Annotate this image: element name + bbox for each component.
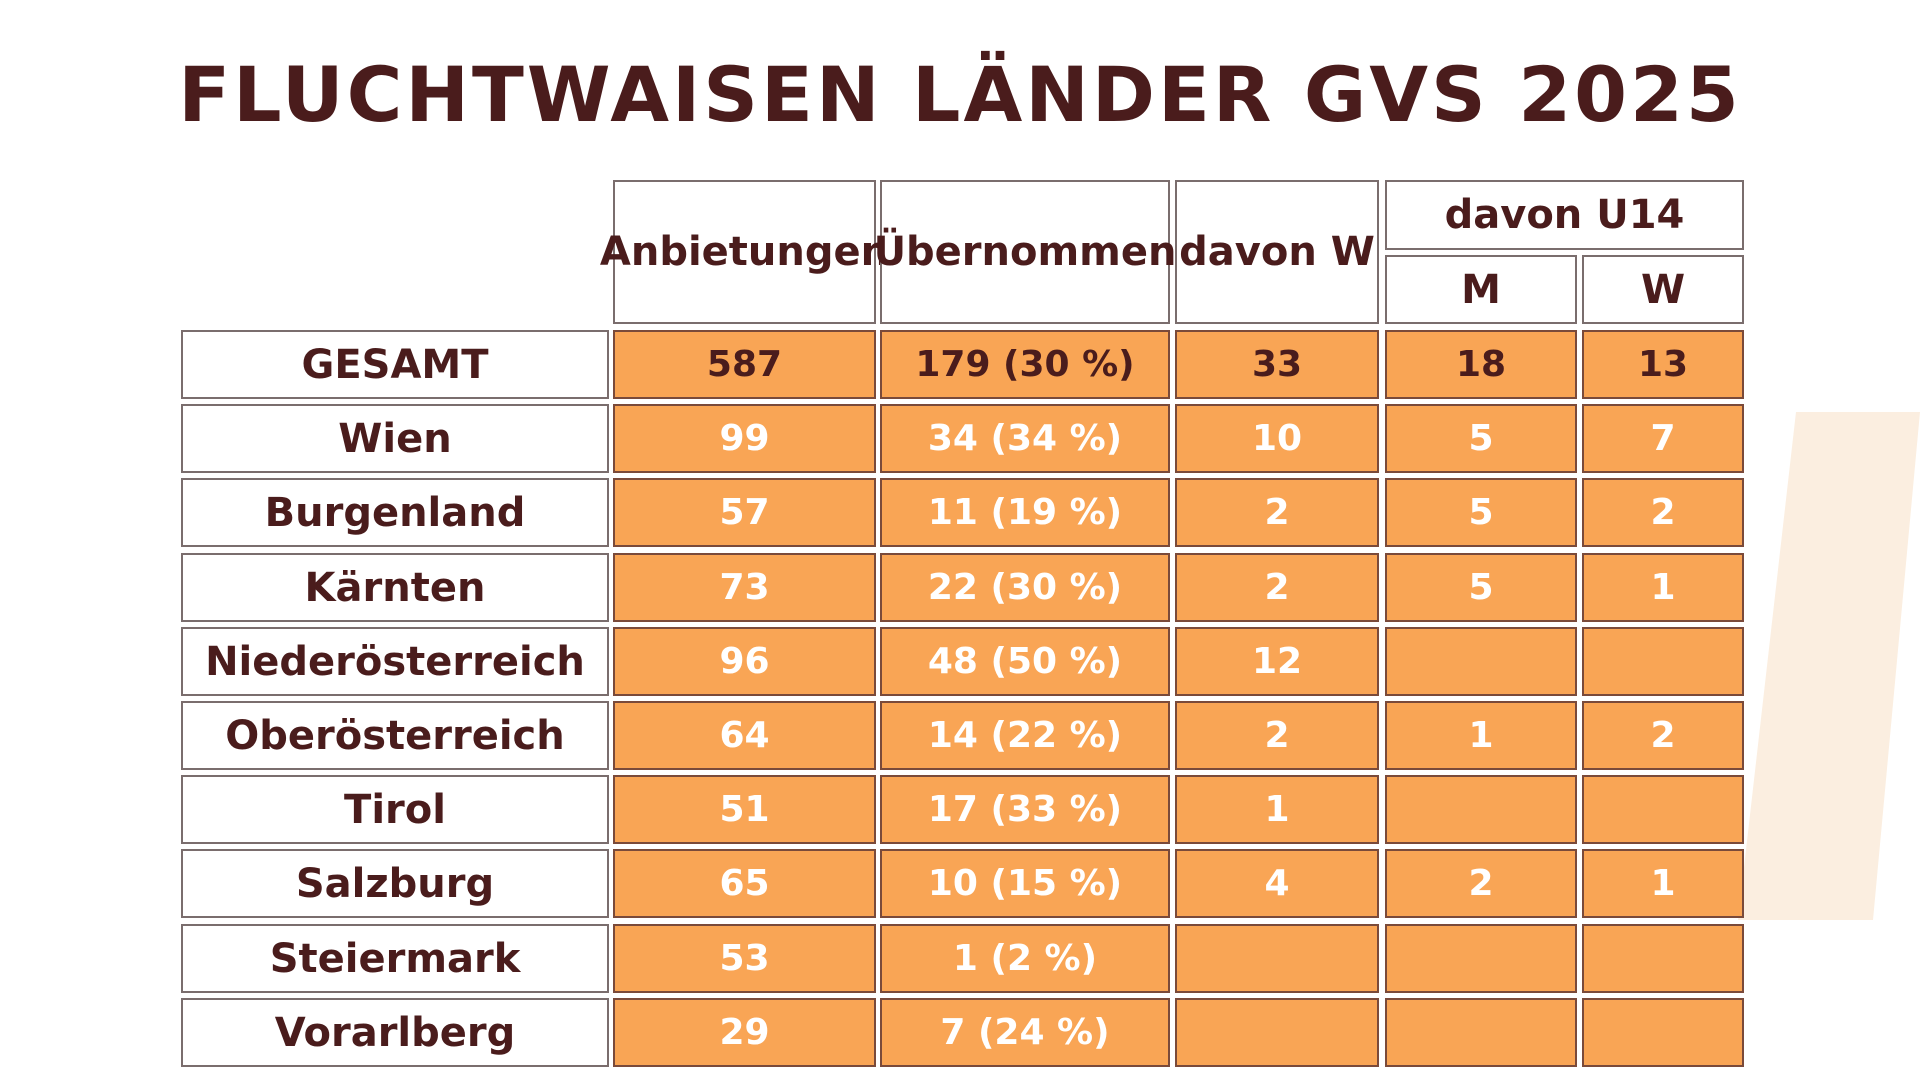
cell-uebernommen: 7 (24 %) <box>880 998 1170 1067</box>
cell-anbietungen: 587 <box>613 330 876 399</box>
row-label: GESAMT <box>181 330 609 399</box>
cell-davon-w: 2 <box>1175 478 1379 547</box>
cell-u14-w <box>1582 775 1744 844</box>
cell-u14-m: 5 <box>1385 553 1577 622</box>
cell-uebernommen: 17 (33 %) <box>880 775 1170 844</box>
cell-davon-w: 33 <box>1175 330 1379 399</box>
cell-anbietungen: 29 <box>613 998 876 1067</box>
cell-u14-m <box>1385 775 1577 844</box>
cell-anbietungen: 99 <box>613 404 876 473</box>
row-label: Oberösterreich <box>181 701 609 770</box>
cell-u14-w <box>1582 627 1744 696</box>
header-uebernommen: Übernommen <box>874 180 1176 324</box>
cell-uebernommen: 10 (15 %) <box>880 849 1170 918</box>
decorative-stripe <box>1738 412 1920 920</box>
cell-uebernommen: 48 (50 %) <box>880 627 1170 696</box>
cell-davon-w: 2 <box>1175 701 1379 770</box>
cell-davon-w: 1 <box>1175 775 1379 844</box>
row-label: Niederösterreich <box>181 627 609 696</box>
cell-u14-w: 2 <box>1582 478 1744 547</box>
cell-u14-m: 1 <box>1385 701 1577 770</box>
cell-davon-w: 10 <box>1175 404 1379 473</box>
row-label: Vorarlberg <box>181 998 609 1067</box>
cell-u14-m: 2 <box>1385 849 1577 918</box>
cell-davon-w <box>1175 924 1379 993</box>
cell-uebernommen: 179 (30 %) <box>880 330 1170 399</box>
row-label: Tirol <box>181 775 609 844</box>
cell-uebernommen: 14 (22 %) <box>880 701 1170 770</box>
cell-davon-w <box>1175 998 1379 1067</box>
page-title: FLUCHTWAISEN LÄNDER GVS 2025 <box>178 50 1742 139</box>
cell-anbietungen: 65 <box>613 849 876 918</box>
cell-u14-m <box>1385 924 1577 993</box>
cell-u14-w: 7 <box>1582 404 1744 473</box>
row-label: Salzburg <box>181 849 609 918</box>
cell-anbietungen: 73 <box>613 553 876 622</box>
cell-u14-m <box>1385 998 1577 1067</box>
cell-davon-w: 12 <box>1175 627 1379 696</box>
cell-u14-w: 1 <box>1582 553 1744 622</box>
cell-u14-w <box>1582 998 1744 1067</box>
cell-u14-m <box>1385 627 1577 696</box>
row-label: Burgenland <box>181 478 609 547</box>
cell-u14-w: 2 <box>1582 701 1744 770</box>
cell-anbietungen: 64 <box>613 701 876 770</box>
cell-uebernommen: 22 (30 %) <box>880 553 1170 622</box>
cell-anbietungen: 57 <box>613 478 876 547</box>
cell-u14-w: 13 <box>1582 330 1744 399</box>
cell-davon-w: 2 <box>1175 553 1379 622</box>
cell-davon-w: 4 <box>1175 849 1379 918</box>
cell-u14-m: 5 <box>1385 478 1577 547</box>
header-davon-u14: davon U14 <box>1385 180 1744 250</box>
header-davon-w: davon W <box>1175 180 1379 324</box>
cell-u14-m: 5 <box>1385 404 1577 473</box>
header-u14-w: W <box>1582 255 1744 324</box>
cell-uebernommen: 11 (19 %) <box>880 478 1170 547</box>
cell-uebernommen: 1 (2 %) <box>880 924 1170 993</box>
cell-u14-w: 1 <box>1582 849 1744 918</box>
header-u14-m: M <box>1385 255 1577 324</box>
row-label: Wien <box>181 404 609 473</box>
cell-anbietungen: 96 <box>613 627 876 696</box>
row-label: Kärnten <box>181 553 609 622</box>
cell-anbietungen: 51 <box>613 775 876 844</box>
cell-u14-w <box>1582 924 1744 993</box>
header-anbietungen: Anbietungen <box>600 180 889 324</box>
cell-uebernommen: 34 (34 %) <box>880 404 1170 473</box>
cell-u14-m: 18 <box>1385 330 1577 399</box>
row-label: Steiermark <box>181 924 609 993</box>
cell-anbietungen: 53 <box>613 924 876 993</box>
